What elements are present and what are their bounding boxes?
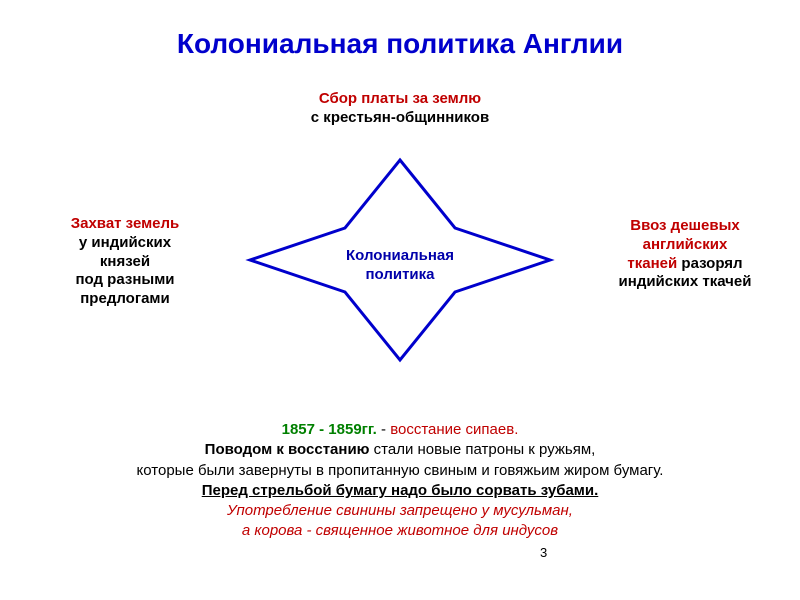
right-block: Ввоз дешевых английских тканей разорял и… (600, 217, 770, 292)
right-block-r3p: тканей (627, 255, 677, 272)
bottom-l5: Употребление свинины запрещено у мусульм… (0, 501, 800, 521)
page-title: Колониальная политика Англии (0, 0, 800, 70)
left-block-l2: князей (100, 253, 150, 270)
bottom-l1-green: 1857 - 1859гг. (282, 421, 377, 438)
bottom-l1-dash: - (377, 421, 390, 438)
bottom-l4: Перед стрельбой бумагу надо было сорвать… (0, 481, 800, 501)
left-block-l3: под разными (75, 271, 174, 288)
right-block-r1: Ввоз дешевых (630, 217, 740, 234)
bottom-l3: которые были завернуты в пропитанную сви… (0, 461, 800, 481)
left-block: Захват земель у индийских князей под раз… (45, 215, 205, 309)
bottom-l2-rest: стали новые патроны к ружьям, (369, 441, 595, 458)
bottom-l2-bold: Поводом к восстанию (205, 441, 370, 458)
top-block: Сбор платы за землю с крестьян-общиннико… (280, 90, 520, 128)
bottom-l1-red: восстание сипаев. (390, 421, 518, 438)
left-block-l4: предлогами (80, 290, 170, 307)
bottom-l2: Поводом к восстанию стали новые патроны … (0, 440, 800, 460)
left-block-l1: у индийских (79, 234, 171, 251)
center-label: Колониальная политика (336, 247, 464, 285)
bottom-l6: а корова - священное животное для индусо… (0, 521, 800, 541)
right-block-b4: индийских ткачей (619, 273, 752, 290)
left-block-red: Захват земель (71, 215, 180, 232)
center-line1: Колониальная (346, 247, 454, 264)
page-number: 3 (540, 545, 547, 560)
bottom-text: 1857 - 1859гг. - восстание сипаев. Повод… (0, 420, 800, 542)
bottom-l1: 1857 - 1859гг. - восстание сипаев. (0, 420, 800, 440)
right-block-b3s: разорял (677, 255, 742, 272)
top-block-red: Сбор платы за землю (319, 90, 481, 107)
center-line2: политика (365, 266, 434, 283)
top-block-black: с крестьян-общинников (311, 109, 489, 126)
right-block-r2: английских (643, 236, 728, 253)
